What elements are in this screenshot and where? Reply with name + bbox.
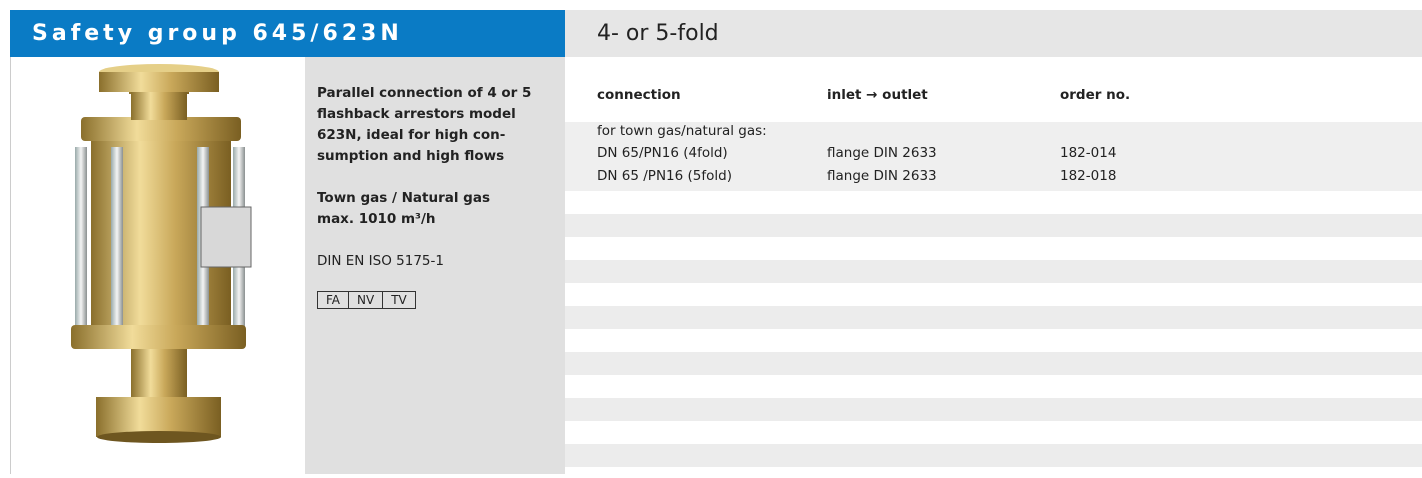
description-line: 623N, ideal for high con- xyxy=(317,125,553,146)
badge: TV xyxy=(382,291,416,309)
section-label: for town gas/natural gas: xyxy=(597,120,767,143)
table-cell: flange DIN 2633 xyxy=(827,142,937,165)
column-header: inlet → outlet xyxy=(827,84,928,107)
table-stripes xyxy=(565,191,1422,474)
table-cell: DN 65/PN16 (4fold) xyxy=(597,142,728,165)
table-cell: 182-018 xyxy=(1060,165,1116,188)
gas-line: Town gas / Natural gas xyxy=(317,188,553,209)
product-drawing xyxy=(11,57,306,474)
badge: FA xyxy=(317,291,349,309)
subtitle: 4- or 5-fold xyxy=(565,10,1422,57)
column-header: connection xyxy=(597,84,681,107)
table-cell: DN 65 /PN16 (5fold) xyxy=(597,165,732,188)
standard: DIN EN ISO 5175-1 xyxy=(317,251,553,272)
column-header: order no. xyxy=(1060,84,1130,107)
badge: NV xyxy=(348,291,383,309)
description-line: sumption and high flows xyxy=(317,146,553,167)
gas-line: max. 1010 m³/h xyxy=(317,209,553,230)
table-cell: flange DIN 2633 xyxy=(827,165,937,188)
description-line: flashback arrestors model xyxy=(317,104,553,125)
table-cell: 182-014 xyxy=(1060,142,1116,165)
page: Safety group 645/623N 4- or 5-fold Paral… xyxy=(0,0,1422,474)
description-line: Parallel connection of 4 or 5 xyxy=(317,83,553,104)
title: Safety group 645/623N xyxy=(10,10,565,57)
product-image xyxy=(10,57,305,474)
